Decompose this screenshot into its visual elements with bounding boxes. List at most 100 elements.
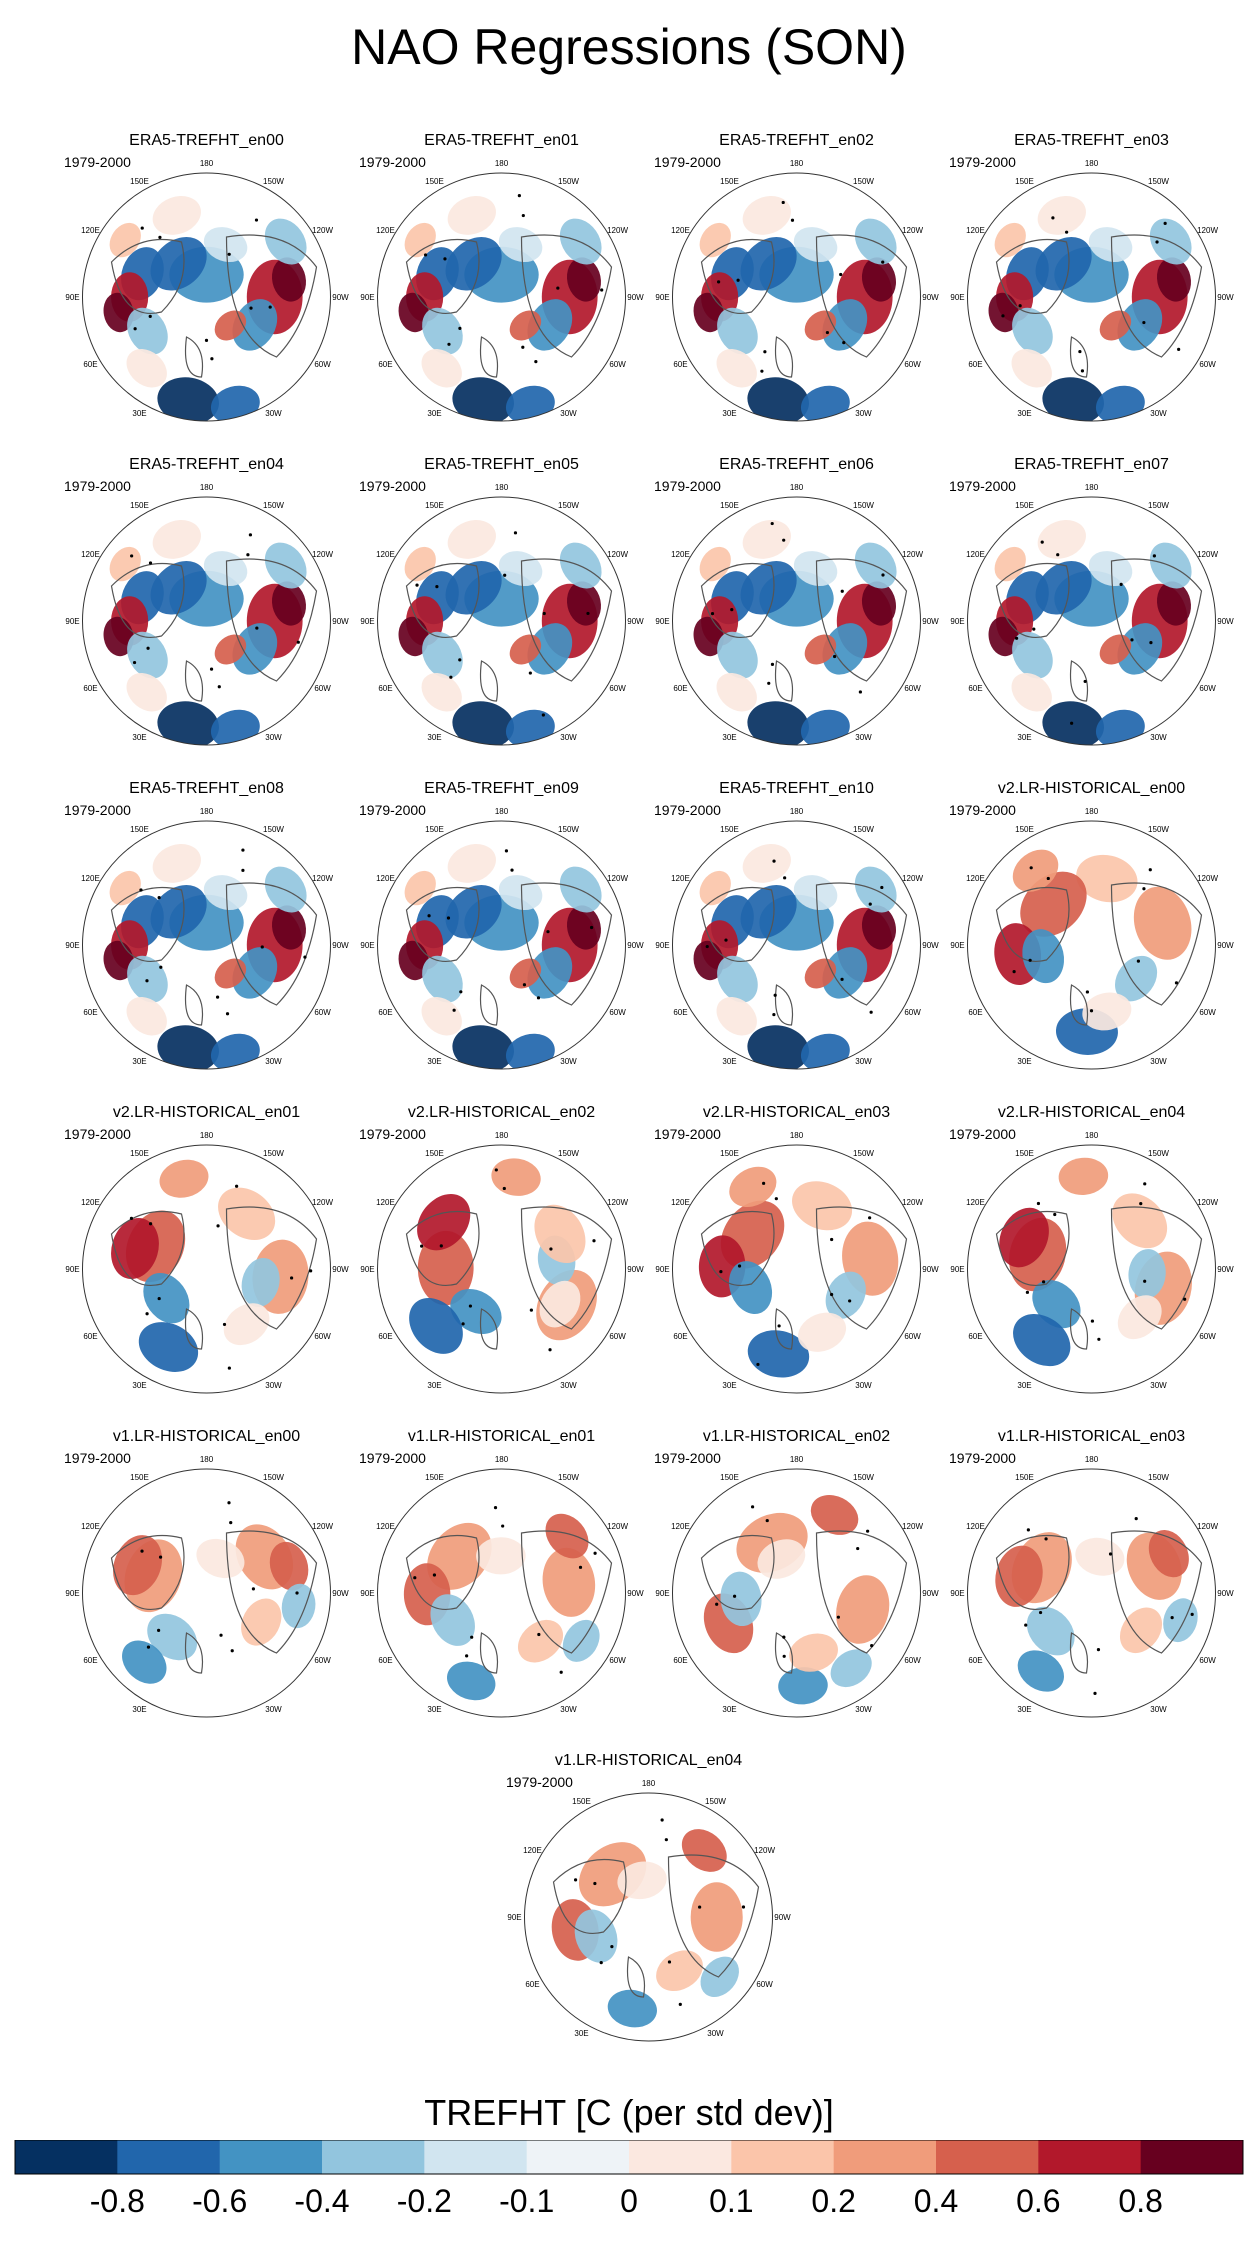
anomaly-region xyxy=(693,292,724,333)
longitude-label: 60W xyxy=(904,1332,921,1341)
longitude-label: 150E xyxy=(1015,177,1034,186)
significance-dot xyxy=(216,1224,220,1228)
longitude-label: 30E xyxy=(722,1705,736,1714)
longitude-label: 120E xyxy=(671,226,690,235)
significance-dot xyxy=(781,200,785,205)
longitude-label: 90E xyxy=(655,617,669,626)
anomaly-region xyxy=(1013,1314,1071,1367)
anomaly-region xyxy=(1035,561,1092,615)
panel-title: v2.LR-HISTORICAL_en00 xyxy=(997,780,1186,797)
significance-dot xyxy=(1119,582,1123,586)
colorbar-segment xyxy=(1140,2140,1244,2174)
significance-dot xyxy=(255,626,259,630)
significance-dot xyxy=(772,1012,776,1017)
significance-dot xyxy=(230,1649,234,1653)
longitude-label: 60E xyxy=(968,1332,982,1341)
significance-dot xyxy=(521,345,525,349)
significance-dot xyxy=(782,538,786,542)
anomaly-region xyxy=(1012,849,1059,892)
longitude-label: 60W xyxy=(904,360,921,369)
significance-dot xyxy=(856,1546,860,1551)
anomaly-region xyxy=(747,1025,809,1069)
significance-dot xyxy=(858,690,862,694)
anomaly-region xyxy=(111,1218,159,1279)
coastline xyxy=(110,1534,185,1610)
anomaly-region xyxy=(545,1513,589,1559)
anomaly-region xyxy=(1026,1606,1075,1656)
colorbar-segment xyxy=(117,2140,221,2174)
longitude-label: 30W xyxy=(855,733,872,742)
significance-dot xyxy=(1152,554,1156,558)
longitude-label: 150W xyxy=(1148,825,1169,834)
longitude-label: 120E xyxy=(81,1522,100,1531)
longitude-label: 150E xyxy=(425,177,444,186)
longitude-label: 30W xyxy=(855,1705,872,1714)
coastline xyxy=(1110,1530,1203,1654)
longitude-label: 60E xyxy=(378,1008,392,1017)
significance-dot xyxy=(1149,641,1153,645)
longitude-label: 120W xyxy=(607,1198,628,1207)
anomaly-region xyxy=(798,1312,847,1352)
anomaly-region xyxy=(690,1882,743,1952)
panel-period: 1979-2000 xyxy=(654,478,721,494)
longitude-label: 180 xyxy=(200,159,214,168)
map-panel: v2.LR-HISTORICAL_en04 1979-2000 180 150E 120… xyxy=(945,1104,1238,1394)
anomaly-region xyxy=(421,996,462,1036)
polar-map: 180150E120E90E60E30E030W60W90W120W150W xyxy=(950,483,1234,746)
longitude-label: 30W xyxy=(560,1057,577,1066)
significance-dot xyxy=(848,1299,852,1303)
significance-dot xyxy=(737,1264,742,1268)
map-border xyxy=(82,820,331,1070)
significance-dot xyxy=(732,1594,737,1598)
longitude-label: 150W xyxy=(1148,501,1169,510)
significance-dot xyxy=(420,1244,424,1248)
significance-dot xyxy=(1142,887,1146,891)
significance-dot xyxy=(528,671,532,675)
significance-dot xyxy=(1096,1648,1101,1652)
anomaly-region xyxy=(861,905,896,950)
longitude-label: 120E xyxy=(966,1522,985,1531)
longitude-label: 60W xyxy=(314,1656,331,1665)
longitude-label: 150W xyxy=(853,825,874,834)
anomaly-region xyxy=(742,196,791,235)
significance-dot xyxy=(210,357,214,361)
significance-dot xyxy=(589,925,594,930)
coastline xyxy=(110,886,185,962)
longitude-label: 90W xyxy=(922,293,939,302)
longitude-label: 30W xyxy=(560,1381,577,1390)
longitude-label: 60E xyxy=(83,1656,97,1665)
significance-dot xyxy=(770,521,774,526)
longitude-label: 30W xyxy=(1150,409,1167,418)
significance-dot xyxy=(148,561,153,565)
significance-dot xyxy=(736,278,740,282)
anomaly-region xyxy=(830,1649,872,1688)
coastline xyxy=(774,660,794,702)
map-panel: v1.LR-HISTORICAL_en04 1979-2000 180 150E 120… xyxy=(502,1752,795,2042)
significance-dot xyxy=(251,1587,256,1591)
colorbar-tick-label: 0.4 xyxy=(914,2183,958,2219)
anomaly-region xyxy=(717,631,758,679)
longitude-label: 180 xyxy=(495,483,509,492)
anomaly-region xyxy=(422,955,463,1003)
map-border xyxy=(377,820,626,1070)
coastline xyxy=(225,882,318,1006)
anomaly-region xyxy=(232,947,278,999)
panel-period: 1979-2000 xyxy=(654,1450,721,1466)
significance-dot xyxy=(204,338,209,342)
anomaly-region xyxy=(681,1829,727,1872)
significance-dot xyxy=(459,990,463,994)
significance-dot xyxy=(1014,636,1019,640)
coastline xyxy=(1110,558,1203,682)
coastline xyxy=(225,1530,318,1654)
colorbar-segment xyxy=(424,2140,528,2174)
significance-dot xyxy=(461,1322,465,1326)
anomaly-region xyxy=(757,1539,806,1579)
longitude-label: 180 xyxy=(495,1131,509,1140)
longitude-label: 30E xyxy=(1017,409,1031,418)
longitude-label: 150W xyxy=(558,501,579,510)
colorbar-tick-label: 0 xyxy=(620,2183,638,2219)
significance-dot xyxy=(241,848,245,852)
anomaly-region xyxy=(157,377,219,421)
significance-dot xyxy=(423,253,428,257)
longitude-label: 150W xyxy=(1148,1149,1169,1158)
